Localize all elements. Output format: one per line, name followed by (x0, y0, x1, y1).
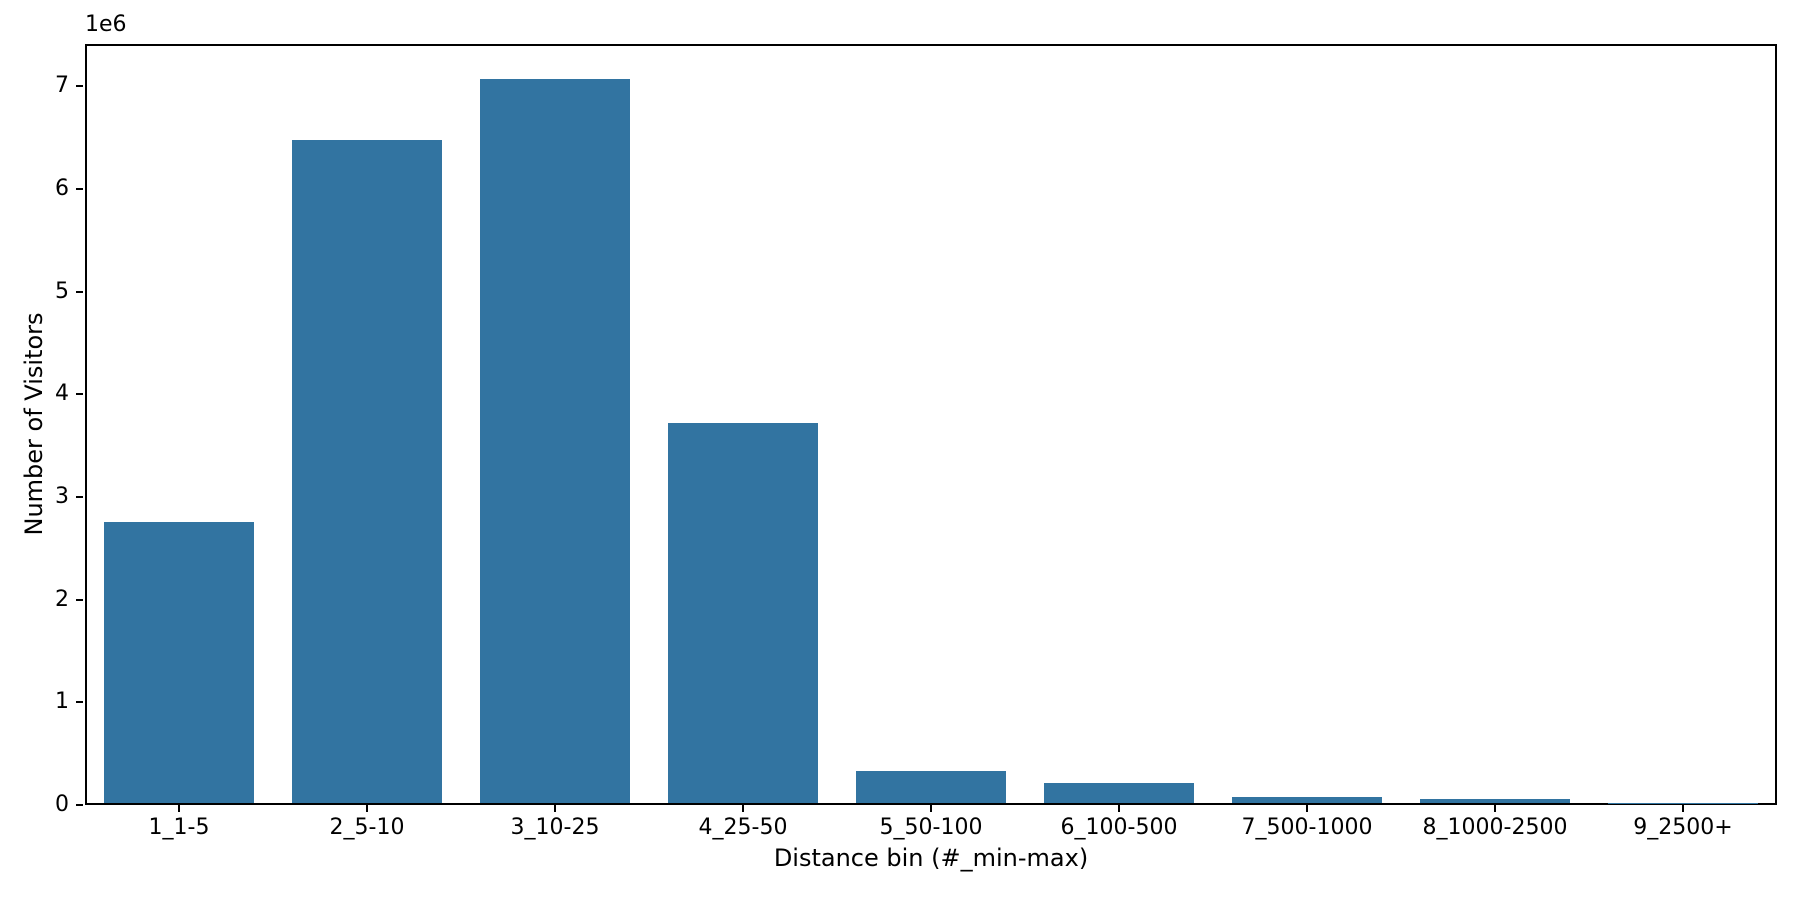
y-tick-label-7: 7 (55, 73, 69, 99)
y-tick-label-1: 1 (55, 689, 69, 715)
bar-4_25-50 (667, 423, 819, 803)
x-tick-label-3_10-25: 3_10-25 (510, 815, 600, 840)
x-tick-label-6_100-500: 6_100-500 (1060, 815, 1178, 840)
bar-3_10-25 (479, 79, 631, 803)
y-axis-offset-text: 1e6 (85, 12, 127, 37)
bar-6_100-500 (1043, 782, 1195, 803)
x-tick-mark-1_1-5 (178, 805, 180, 812)
y-tick-label-5: 5 (55, 278, 69, 304)
x-tick-mark-7_500-1000 (1306, 805, 1308, 812)
y-tick-mark-2 (76, 598, 83, 601)
y-tick-mark-5 (76, 290, 83, 293)
y-tick-mark-1 (76, 701, 83, 704)
y-tick-mark-6 (76, 187, 83, 190)
x-tick-mark-4_25-50 (742, 805, 744, 812)
y-tick-label-0: 0 (55, 792, 69, 817)
y-tick-mark-7 (76, 85, 83, 88)
bar-5_50-100 (855, 771, 1007, 803)
bar-1_1-5 (103, 521, 255, 803)
x-tick-label-8_1000-2500: 8_1000-2500 (1422, 815, 1568, 840)
x-axis-label: Distance bin (#_min-max) (773, 844, 1089, 872)
y-tick-label-3: 3 (55, 483, 69, 509)
x-tick-label-7_500-1000: 7_500-1000 (1241, 815, 1373, 840)
y-tick-label-6: 6 (55, 175, 69, 201)
x-tick-label-1_1-5: 1_1-5 (148, 815, 210, 840)
x-tick-label-5_50-100: 5_50-100 (879, 815, 983, 840)
bar-8_1000-2500 (1419, 798, 1571, 803)
y-tick-mark-0 (76, 804, 83, 806)
x-tick-mark-5_50-100 (930, 805, 932, 812)
x-tick-label-2_5-10: 2_5-10 (329, 815, 405, 840)
y-tick-mark-4 (76, 393, 83, 396)
bar-2_5-10 (291, 139, 443, 803)
x-tick-mark-3_10-25 (554, 805, 556, 812)
x-tick-mark-2_5-10 (366, 805, 368, 812)
bar-7_500-1000 (1231, 797, 1383, 803)
x-tick-mark-8_1000-2500 (1494, 805, 1496, 812)
x-tick-label-9_2500+: 9_2500+ (1633, 815, 1733, 840)
x-tick-mark-9_2500+ (1682, 805, 1684, 812)
y-tick-label-4: 4 (55, 381, 69, 407)
x-tick-label-4_25-50: 4_25-50 (698, 815, 788, 840)
y-tick-mark-3 (76, 495, 83, 498)
x-tick-mark-6_100-500 (1118, 805, 1120, 812)
y-tick-label-2: 2 (55, 586, 69, 612)
plot-area (85, 44, 1777, 805)
